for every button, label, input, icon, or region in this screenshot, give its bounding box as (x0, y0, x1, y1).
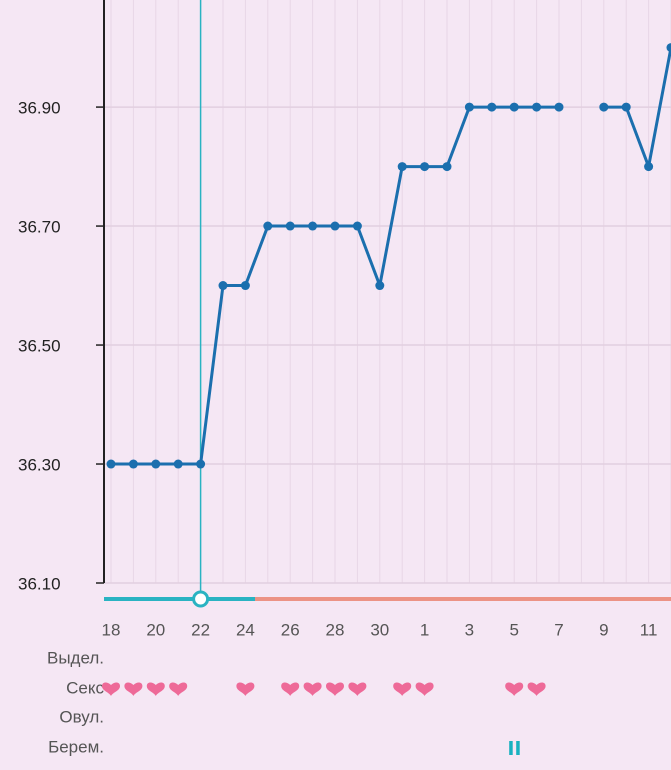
temperature-point (263, 221, 273, 231)
selected-marker (192, 590, 210, 608)
temperature-point (308, 221, 318, 231)
x-tick-label: 18 (102, 620, 121, 639)
x-tick-label: 5 (509, 620, 518, 639)
temperature-point (666, 43, 671, 53)
heart-icon (326, 682, 344, 696)
y-tick-label: 36.10 (18, 574, 61, 593)
row-label: Овул. (59, 707, 104, 726)
temperature-point (128, 459, 138, 469)
temperature-point (420, 162, 430, 172)
x-tick-label: 30 (370, 620, 389, 639)
y-tick-label: 36.90 (18, 99, 61, 118)
heart-icon (146, 682, 165, 696)
temperature-point (330, 221, 340, 231)
heart-icon (527, 682, 546, 696)
x-tick-label: 26 (281, 620, 300, 639)
heart-icon (281, 682, 300, 696)
y-tick-label: 36.50 (18, 337, 61, 356)
heart-icon (124, 682, 143, 696)
row-label: Берем. (48, 737, 104, 756)
temperature-point (151, 459, 161, 469)
row-label: Секс (66, 678, 104, 697)
temperature-point (285, 221, 295, 231)
x-tick-label: 28 (326, 620, 345, 639)
x-tick-label: 22 (191, 620, 210, 639)
temperature-point (352, 221, 362, 231)
temperature-point (554, 102, 564, 112)
x-tick-label: 24 (236, 620, 255, 639)
heart-icon (102, 682, 120, 696)
x-tick-label: 20 (146, 620, 165, 639)
temperature-point (442, 162, 452, 172)
temperature-point (173, 459, 183, 469)
temperature-point (218, 281, 228, 291)
heart-icon (415, 682, 434, 696)
temperature-point (464, 102, 474, 112)
x-tick-label: 1 (420, 620, 429, 639)
x-tick-label: 3 (465, 620, 474, 639)
temperature-point (509, 102, 519, 112)
heart-icon (169, 682, 188, 696)
row-label: Выдел. (47, 648, 104, 667)
x-tick-label: 7 (554, 620, 563, 639)
temperature-point (106, 459, 116, 469)
heart-icon (393, 682, 412, 696)
heart-icon (303, 682, 322, 696)
temperature-point (644, 162, 654, 172)
temperature-point (196, 459, 206, 469)
pregnancy-icon (516, 741, 520, 755)
heart-icon (236, 682, 255, 696)
heart-icon (505, 682, 524, 696)
y-tick-label: 36.30 (18, 456, 61, 475)
x-tick-label: 11 (640, 620, 658, 639)
y-tick-label: 36.70 (18, 218, 61, 237)
temperature-point (599, 102, 609, 112)
heart-icon (348, 682, 367, 696)
temperature-point (397, 162, 407, 172)
temperature-point (487, 102, 497, 112)
temperature-point (240, 281, 250, 291)
x-tick-label: 9 (599, 620, 608, 639)
temperature-point (532, 102, 542, 112)
temperature-point (375, 281, 385, 291)
pregnancy-icon (509, 741, 513, 755)
temperature-point (621, 102, 631, 112)
